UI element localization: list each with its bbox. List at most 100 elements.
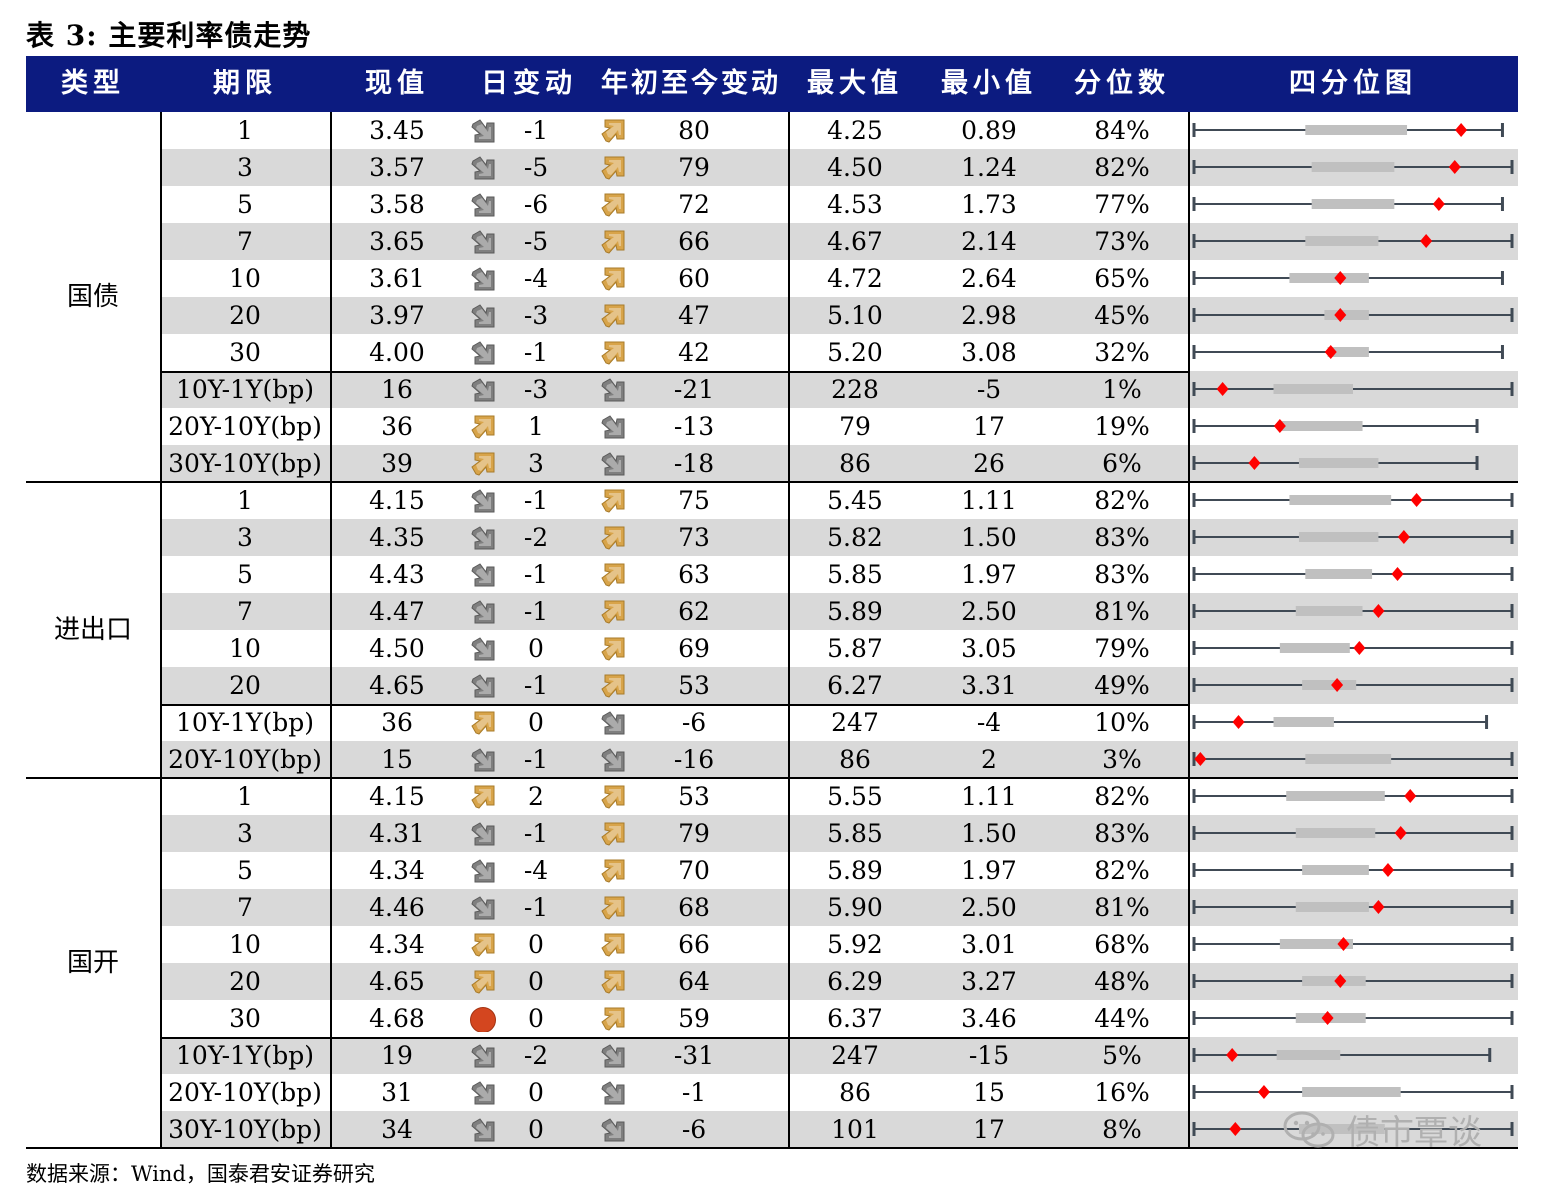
min-cell: 1.11	[961, 782, 1017, 811]
spread-divider	[160, 704, 1188, 706]
header-ytd-change: 年初至今变动	[601, 68, 781, 99]
table-row: 20 4.65 -1 53 6.27 3.31 49%	[160, 667, 1518, 704]
table-row: 10 4.34 0 66 5.92 3.01 68%	[160, 926, 1518, 963]
quartile-boxplot	[1192, 345, 1504, 359]
min-cell: 0.89	[961, 116, 1017, 145]
boxplot-iqr-box	[1295, 902, 1369, 912]
boxplot-current-marker	[1194, 752, 1207, 766]
spread-row: 10Y-1Y(bp) 16 -3 -21 228 -5 1%	[160, 371, 1518, 408]
ytd-change-cell: -13	[673, 412, 715, 441]
boxplot-iqr-box	[1327, 347, 1369, 357]
boxplot-current-marker	[1331, 678, 1344, 692]
quartile-boxplot	[1192, 530, 1514, 544]
quartile-boxplot	[1192, 937, 1514, 951]
daily-change-cell: 0	[528, 708, 544, 737]
percentile-cell: 83%	[1094, 819, 1150, 848]
min-cell: -4	[976, 708, 1002, 737]
quartile-boxplot	[1192, 678, 1514, 692]
ytd-change-cell: 68	[678, 893, 710, 922]
arrow-up-icon	[470, 932, 496, 958]
boxplot-current-marker	[1420, 234, 1433, 248]
arrow-down-icon	[600, 1080, 626, 1106]
daily-change-cell: -3	[523, 375, 549, 404]
quartile-boxplot	[1192, 974, 1514, 988]
max-cell: 228	[831, 375, 879, 404]
boxplot-iqr-box	[1305, 754, 1392, 764]
daily-change-cell: -4	[523, 264, 549, 293]
table-row: 3 4.35 -2 73 5.82 1.50 83%	[160, 519, 1518, 556]
current-value-cell: 4.65	[369, 671, 425, 700]
current-value-cell: 4.46	[369, 893, 425, 922]
daily-change-cell: -1	[523, 671, 549, 700]
boxplot-iqr-box	[1298, 532, 1379, 542]
percentile-cell: 6%	[1102, 449, 1142, 478]
term-cell: 10	[229, 930, 261, 959]
percentile-cell: 45%	[1094, 301, 1150, 330]
boxplot-current-marker	[1257, 1085, 1270, 1099]
boxplot-iqr-box	[1295, 828, 1376, 838]
arrow-down-icon	[470, 340, 496, 366]
max-cell: 86	[839, 1078, 871, 1107]
table-row: 30 4.68 0 59 6.37 3.46 44%	[160, 1000, 1518, 1037]
quartile-boxplot	[1192, 123, 1504, 137]
vline-box	[1188, 112, 1190, 1148]
quartile-boxplot	[1192, 1048, 1492, 1062]
percentile-cell: 82%	[1094, 782, 1150, 811]
percentile-cell: 5%	[1102, 1041, 1142, 1070]
table-row: 10 3.61 -4 60 4.72 2.64 65%	[160, 260, 1518, 297]
boxplot-iqr-box	[1305, 125, 1408, 135]
spread-divider	[160, 1037, 1188, 1039]
table-row: 1 4.15 -1 75 5.45 1.11 82%	[160, 482, 1518, 519]
arrow-up-icon	[470, 451, 496, 477]
header-term: 期限	[213, 68, 277, 99]
daily-change-cell: -5	[523, 227, 549, 256]
percentile-cell: 44%	[1094, 1004, 1150, 1033]
max-cell: 5.87	[827, 634, 883, 663]
current-value-cell: 36	[381, 708, 413, 737]
min-cell: 26	[973, 449, 1005, 478]
min-cell: 1.97	[961, 856, 1017, 885]
max-cell: 5.45	[827, 486, 883, 515]
boxplot-iqr-box	[1279, 421, 1363, 431]
boxplot-current-marker	[1321, 1011, 1334, 1025]
min-cell: 2.50	[961, 597, 1017, 626]
header-type: 类型	[61, 68, 125, 99]
spread-row: 10Y-1Y(bp) 19 -2 -31 247 -15 5%	[160, 1037, 1518, 1074]
max-cell: 5.82	[827, 523, 883, 552]
arrow-down-icon	[470, 118, 496, 144]
term-cell: 5	[237, 856, 253, 885]
term-cell: 5	[237, 560, 253, 589]
current-value-cell: 4.68	[369, 1004, 425, 1033]
arrow-down-icon	[600, 1043, 626, 1069]
daily-change-cell: -1	[523, 338, 549, 367]
percentile-cell: 73%	[1094, 227, 1150, 256]
current-value-cell: 4.34	[369, 856, 425, 885]
percentile-cell: 82%	[1094, 153, 1150, 182]
max-cell: 4.50	[827, 153, 883, 182]
boxplot-current-marker	[1394, 826, 1407, 840]
quartile-boxplot	[1192, 863, 1514, 877]
arrow-down-icon	[470, 266, 496, 292]
boxplot-current-marker	[1229, 1122, 1242, 1136]
spread-row: 20Y-10Y(bp) 36 1 -13 79 17 19%	[160, 408, 1518, 445]
boxplot-current-marker	[1324, 345, 1337, 359]
header-min: 最小值	[941, 68, 1037, 99]
ytd-change-cell: 64	[678, 967, 710, 996]
boxplot-current-marker	[1216, 382, 1229, 396]
ytd-change-cell: 47	[678, 301, 710, 330]
term-cell: 10Y-1Y(bp)	[176, 1041, 314, 1070]
percentile-cell: 83%	[1094, 523, 1150, 552]
daily-change-cell: -1	[523, 893, 549, 922]
arrow-down-icon	[470, 858, 496, 884]
quartile-boxplot	[1192, 752, 1514, 766]
daily-change-cell: -3	[523, 301, 549, 330]
ytd-change-cell: -1	[681, 1078, 707, 1107]
max-cell: 5.20	[827, 338, 883, 367]
percentile-cell: 68%	[1094, 930, 1150, 959]
term-cell: 5	[237, 190, 253, 219]
ytd-change-cell: 59	[678, 1004, 710, 1033]
current-value-cell: 3.57	[369, 153, 425, 182]
quartile-boxplot	[1192, 1122, 1514, 1136]
table-row: 1 4.15 2 53 5.55 1.11 82%	[160, 778, 1518, 815]
boxplot-current-marker	[1381, 863, 1394, 877]
